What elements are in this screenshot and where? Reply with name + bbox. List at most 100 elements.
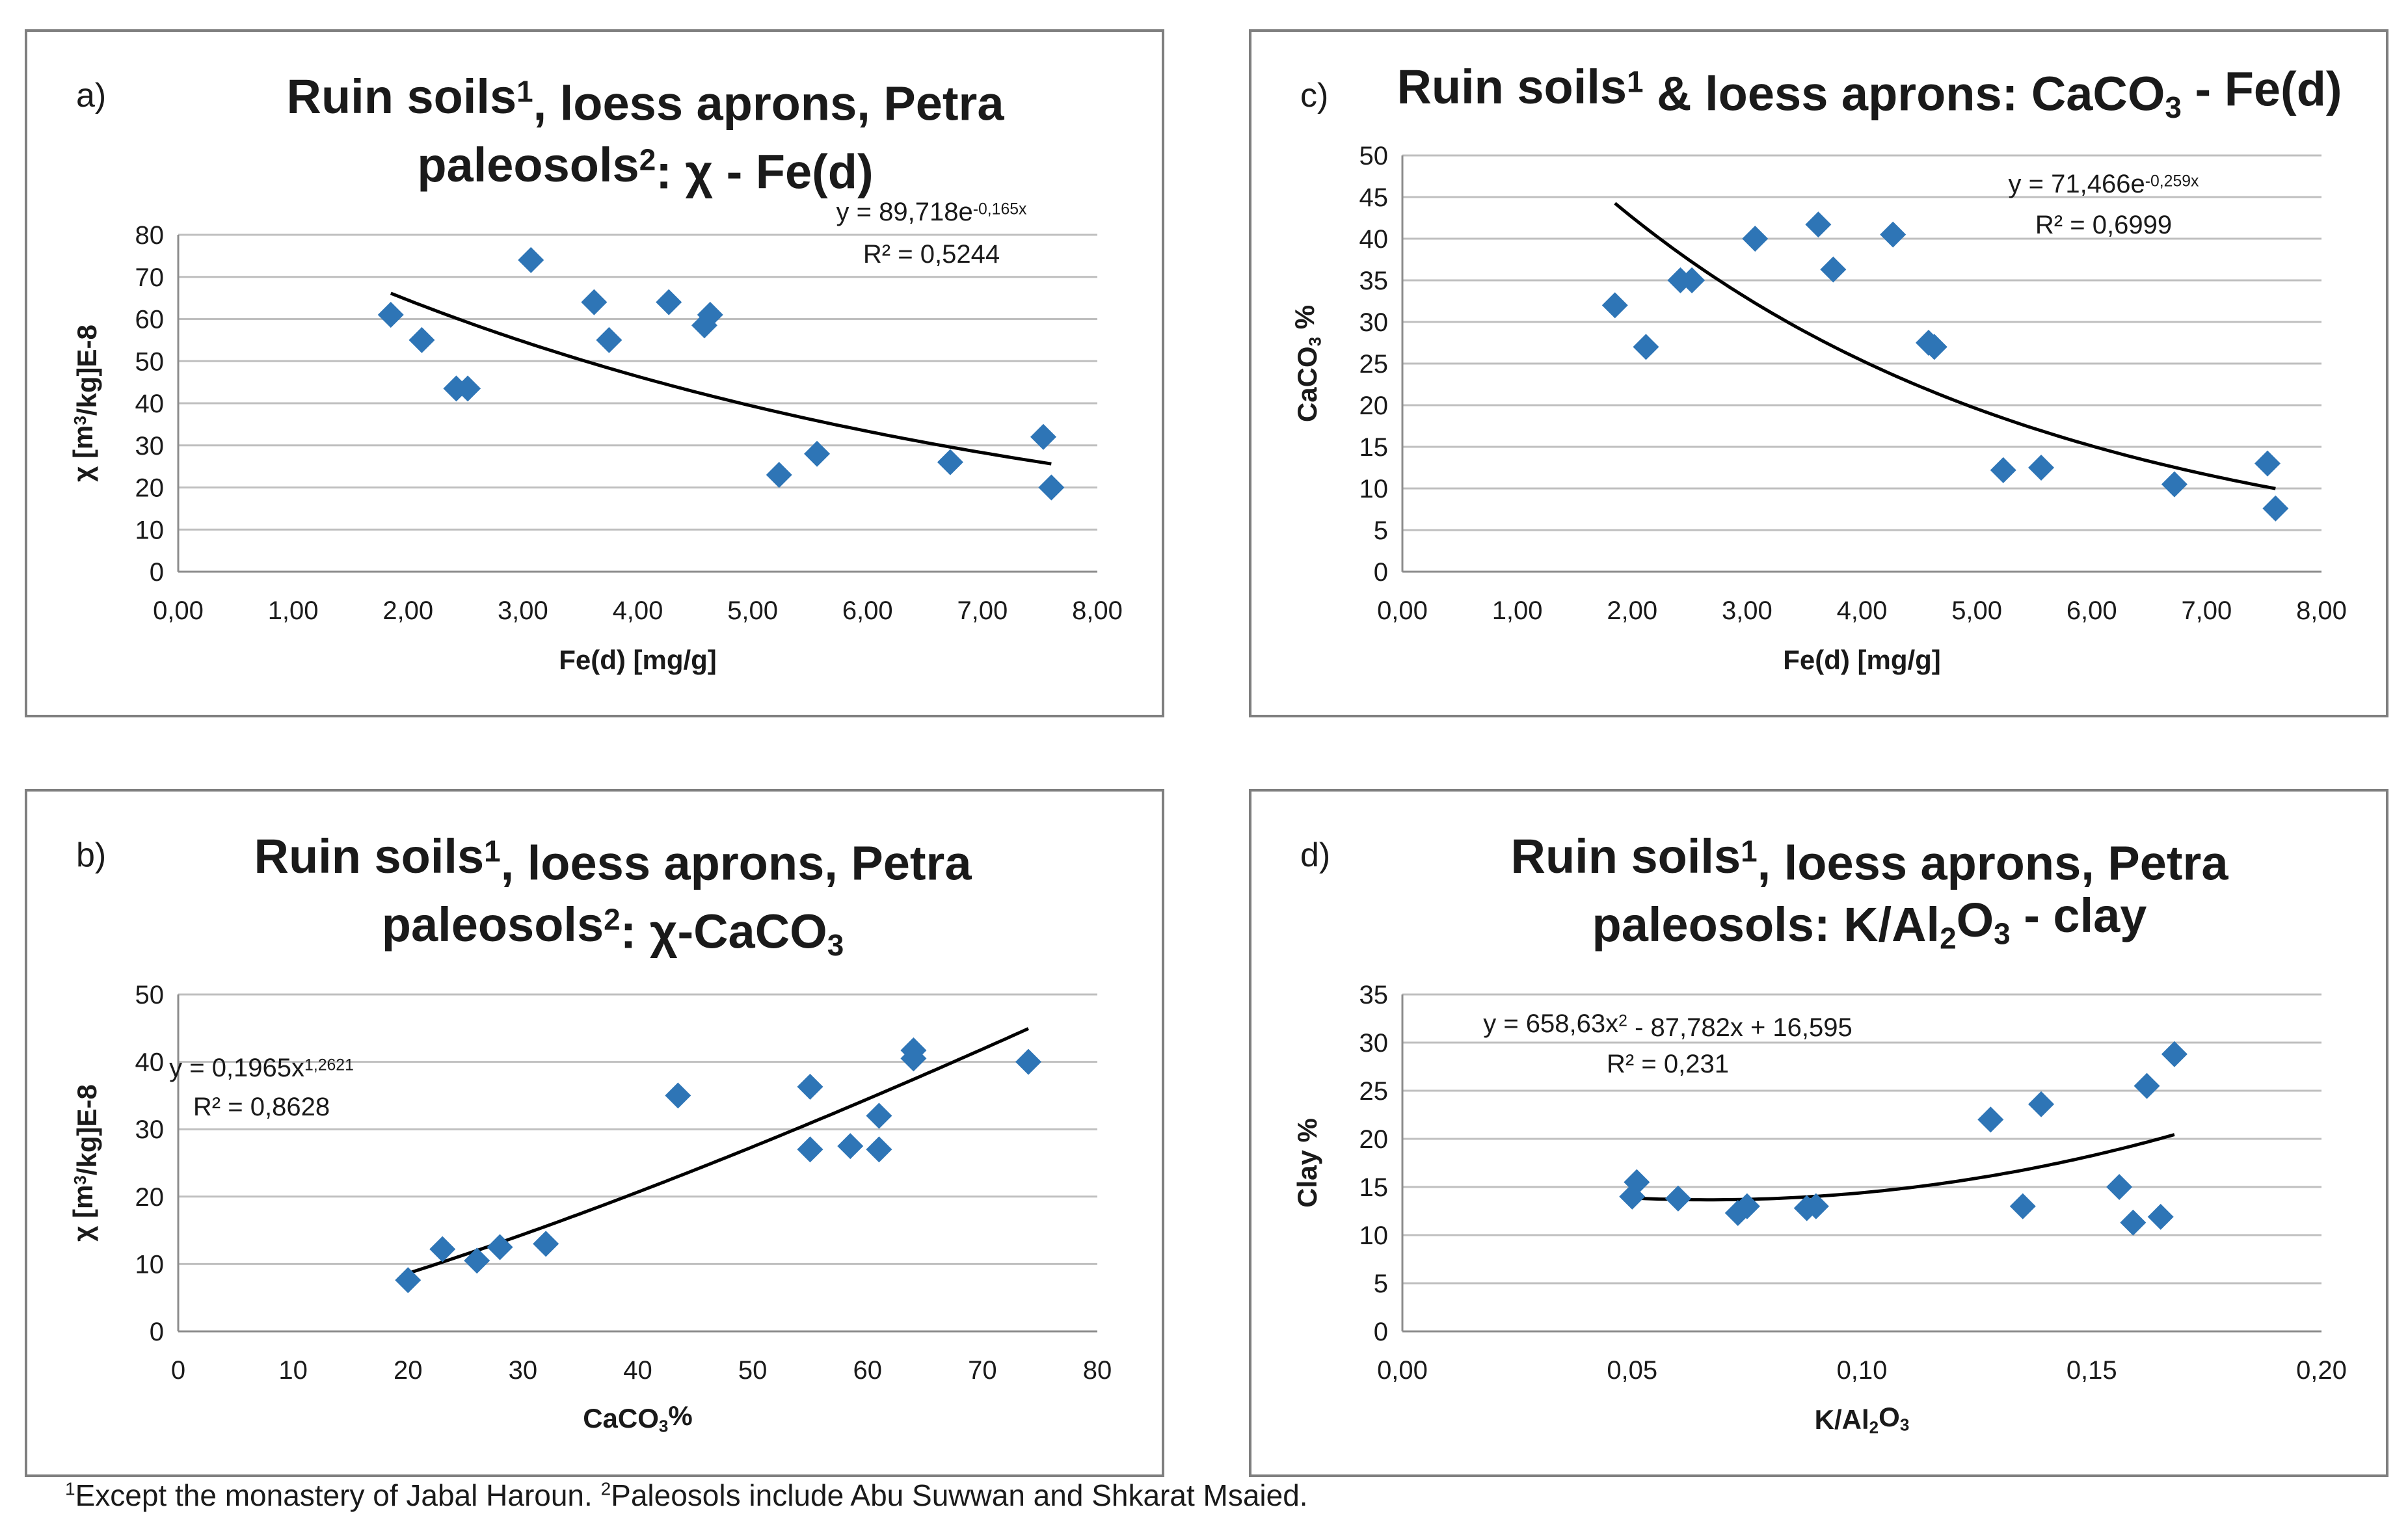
y-tick-label: 80: [135, 221, 165, 250]
panel-label: c): [1300, 77, 1328, 114]
y-tick-label: 10: [135, 516, 165, 544]
x-tick-label: 0,10: [1837, 1356, 1888, 1385]
data-point: [697, 302, 723, 328]
y-tick-label: 50: [135, 347, 165, 376]
data-point: [2161, 1041, 2187, 1067]
data-point: [455, 375, 481, 402]
x-tick-label: 3,00: [498, 596, 548, 625]
x-tick-label: 5,00: [1951, 596, 2002, 625]
x-tick-label: 0,00: [1377, 1356, 1428, 1385]
chart-title-line: paleosols2: χ - Fe(d): [417, 138, 873, 199]
x-tick-label: 60: [853, 1356, 883, 1385]
y-tick-label: 25: [1359, 1077, 1389, 1106]
data-point: [1733, 1193, 1760, 1220]
x-axis-label: Fe(d) [mg/g]: [1783, 645, 1941, 675]
chart-d: d) Ruin soils1, loess aprons, Petrapaleos…: [1292, 829, 2347, 1437]
data-point: [487, 1234, 513, 1260]
y-tick-label: 5: [1374, 516, 1388, 545]
y-tick-label: 10: [1359, 1221, 1389, 1250]
chart-title-line: paleosols: K/Al2O3 - clay: [1592, 888, 2147, 955]
data-point: [2028, 1091, 2055, 1117]
data-point: [518, 247, 544, 273]
y-tick-label: 50: [1359, 142, 1389, 170]
x-tick-label: 40: [623, 1356, 652, 1385]
y-tick-label: 0: [150, 558, 164, 587]
data-point: [2161, 471, 2187, 498]
chart-b: b) Ruin soils1, loess aprons, Petra paleos…: [68, 829, 1112, 1436]
data-point: [797, 1073, 823, 1100]
data-point: [1990, 457, 2016, 483]
x-tick-label: 6,00: [2067, 596, 2117, 625]
y-tick-label: 20: [135, 474, 165, 503]
data-point: [900, 1045, 927, 1072]
data-point: [395, 1267, 421, 1294]
data-point: [1665, 1185, 1691, 1212]
panel-label: d): [1300, 836, 1330, 874]
r-squared: R² = 0,5244: [863, 240, 1000, 269]
data-point: [581, 289, 608, 315]
panel-label: a): [76, 77, 106, 114]
x-tick-label: 8,00: [2296, 596, 2347, 625]
data-point: [596, 327, 622, 353]
r-squared: R² = 0,6999: [2035, 211, 2172, 239]
y-axis-label: Clay %: [1292, 1118, 1322, 1208]
panel-label: b): [76, 836, 106, 874]
y-tick-label: 30: [135, 1115, 165, 1144]
chart-panel-c: c) Ruin soils1 & loess aprons: CaCO3 - Fe…: [1249, 29, 2388, 717]
data-point: [797, 1136, 823, 1163]
data-point: [837, 1133, 864, 1160]
chart-title-line: Ruin soils1, loess aprons, Petra: [254, 829, 972, 890]
data-point: [2106, 1174, 2133, 1200]
data-point: [464, 1247, 490, 1274]
x-axis-label: Fe(d) [mg/g]: [559, 645, 717, 675]
data-point: [1820, 256, 1847, 283]
y-tick-label: 20: [1359, 1125, 1389, 1154]
x-tick-label: 6,00: [842, 596, 893, 625]
trend-equation: y = 0,1965x1,2621: [169, 1054, 354, 1082]
x-tick-label: 80: [1083, 1356, 1112, 1385]
chart-a: a) Ruin soils1, loess aprons, Petra paleos…: [68, 70, 1123, 675]
y-tick-label: 0: [150, 1318, 164, 1346]
data-point: [533, 1231, 559, 1257]
y-tick-label: 70: [135, 263, 165, 292]
y-tick-label: 35: [1359, 981, 1389, 1009]
data-point: [804, 440, 831, 467]
trend-equation: y = 658,63x2 - 87,782x + 16,595: [1483, 1009, 1853, 1042]
footnote-text-2: Paleosols include Abu Suwwan and Shkarat…: [611, 1478, 1308, 1512]
y-tick-label: 45: [1359, 183, 1389, 212]
x-tick-label: 4,00: [613, 596, 663, 625]
x-tick-label: 5,00: [727, 596, 778, 625]
x-tick-label: 50: [738, 1356, 768, 1385]
y-tick-label: 0: [1374, 1318, 1388, 1346]
data-point: [1977, 1106, 2004, 1133]
data-point: [1030, 423, 1056, 450]
x-tick-label: 0,05: [1607, 1356, 1657, 1385]
chart-title-line: paleosols2: χ-CaCO3: [382, 898, 844, 962]
y-tick-label: 15: [1359, 1173, 1389, 1202]
x-tick-label: 10: [278, 1356, 308, 1385]
x-tick-label: 2,00: [382, 596, 433, 625]
y-tick-label: 40: [135, 1048, 165, 1077]
chart-title-line: Ruin soils1 & loess aprons: CaCO3 - Fe(d…: [1397, 60, 2342, 124]
x-tick-label: 4,00: [1837, 596, 1888, 625]
data-point: [866, 1102, 892, 1129]
trendline: [407, 1027, 1030, 1275]
data-point: [429, 1236, 456, 1262]
x-tick-label: 8,00: [1072, 596, 1123, 625]
chart-c: c) Ruin soils1 & loess aprons: CaCO3 - Fe…: [1289, 60, 2347, 675]
y-tick-label: 30: [1359, 1029, 1389, 1058]
data-point: [665, 1082, 691, 1109]
y-axis-label: χ [m3/kg]E-8: [68, 325, 102, 482]
data-point: [1038, 474, 1065, 501]
footnote-text-1: Except the monastery of Jabal Haroun.: [75, 1478, 601, 1512]
r-squared: R² = 0,8628: [193, 1093, 330, 1121]
y-axis-label: CaCO3 %: [1289, 305, 1325, 422]
y-tick-label: 5: [1374, 1270, 1388, 1298]
x-tick-label: 7,00: [2181, 596, 2232, 625]
x-tick-label: 1,00: [268, 596, 319, 625]
chart-panel-a: a) Ruin soils1, loess aprons, Petra paleos…: [25, 29, 1164, 717]
x-tick-label: 0,00: [1377, 596, 1428, 625]
data-point: [1624, 1169, 1650, 1195]
chart-title-line: Ruin soils1, loess aprons, Petra: [287, 70, 1005, 131]
x-tick-label: 0,00: [153, 596, 204, 625]
